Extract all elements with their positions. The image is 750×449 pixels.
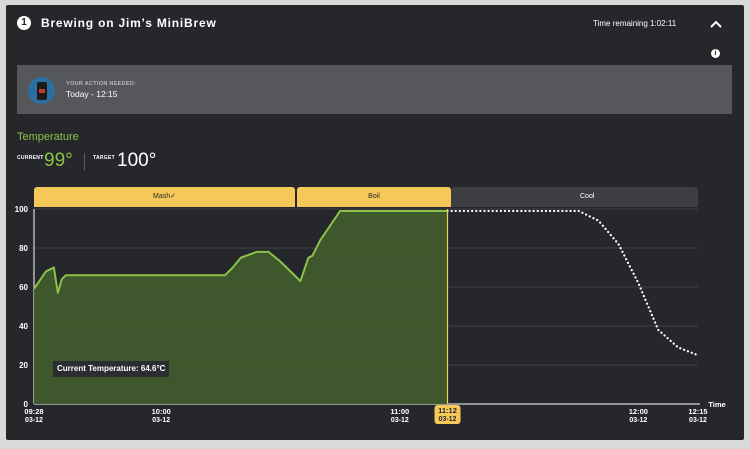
avatar xyxy=(28,77,55,104)
x-tick-date: 03-12 xyxy=(391,417,409,424)
action-needed-label: YOUR ACTION NEEDED: xyxy=(66,81,137,87)
phase-boil[interactable]: Boil xyxy=(297,187,451,207)
x-tick-date: 03-12 xyxy=(152,417,170,424)
phase-mash[interactable]: Mash✓ xyxy=(34,187,295,207)
x-tick-date: 03-12 xyxy=(439,416,457,423)
target-temperature: 100° xyxy=(117,150,157,171)
x-tick-label: 09:28 xyxy=(24,407,43,416)
y-tick-label: 40 xyxy=(19,322,28,331)
y-tick-label: 100 xyxy=(15,205,29,214)
x-tick-label: 11:00 xyxy=(390,407,409,416)
info-icon[interactable]: i xyxy=(711,49,720,58)
current-label: CURRENT xyxy=(17,155,44,161)
step-number-badge: 1 xyxy=(17,16,31,30)
actual-series-line xyxy=(33,209,448,294)
x-tick-date: 03-12 xyxy=(689,417,707,424)
x-tick-label: 12:00 xyxy=(629,407,648,416)
x-axis-label: Time xyxy=(708,400,725,409)
target-label: TARGET xyxy=(93,155,115,161)
y-tick-label: 60 xyxy=(19,283,28,292)
current-temperature: 99° xyxy=(44,150,73,171)
x-tick-date: 03-12 xyxy=(25,417,43,424)
phase-cool[interactable]: Cool xyxy=(451,187,698,207)
x-tick-date: 03-12 xyxy=(629,417,647,424)
x-tick-label: 12:15 xyxy=(688,407,707,416)
actual-area xyxy=(34,210,448,404)
action-time: Today - 12:15 xyxy=(66,89,118,99)
time-remaining: Time remaining 1:02:11 xyxy=(593,19,677,28)
y-tick-label: 0 xyxy=(24,400,29,409)
current-temperature-tooltip: Current Temperature: 64.6°C xyxy=(53,361,170,377)
action-needed-card[interactable]: YOUR ACTION NEEDED: Today - 12:15 xyxy=(17,65,732,114)
y-tick-label: 80 xyxy=(19,244,28,253)
current-time-badge xyxy=(434,405,461,424)
checkmark-icon: ✓ xyxy=(170,193,176,200)
page-title: Brewing on Jim’s MiniBrew xyxy=(41,16,217,30)
chevron-up-icon[interactable] xyxy=(706,14,726,34)
x-tick-label: 10:00 xyxy=(152,407,171,416)
x-tick-label: 11:12 xyxy=(438,406,457,415)
projected-series-line xyxy=(446,209,700,357)
y-tick-label: 20 xyxy=(19,361,28,370)
divider xyxy=(84,153,85,171)
temperature-heading: Temperature xyxy=(17,131,79,143)
